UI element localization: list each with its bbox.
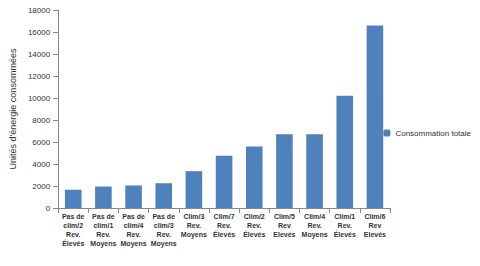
svg-text:Rev.: Rev. (126, 231, 140, 238)
svg-text:18000: 18000 (28, 6, 51, 15)
svg-text:Élevés: Élevés (62, 239, 84, 247)
svg-text:Clim/5: Clim/5 (274, 213, 295, 220)
svg-text:Rev.: Rev. (157, 231, 171, 238)
svg-text:Moyens: Moyens (302, 231, 328, 239)
svg-text:clim/4: clim/4 (124, 222, 144, 229)
svg-text:10000: 10000 (28, 94, 51, 103)
svg-text:Rev: Rev (278, 222, 291, 229)
svg-text:Clim/3: Clim/3 (183, 213, 204, 220)
svg-text:8000: 8000 (32, 116, 50, 125)
svg-text:Rev.: Rev. (247, 222, 261, 229)
svg-text:Elevés: Elevés (364, 231, 386, 238)
svg-text:Élevés: Élevés (334, 230, 356, 238)
svg-text:Pas de: Pas de (122, 213, 145, 220)
svg-text:Rev.: Rev. (96, 231, 110, 238)
svg-text:Clim/7: Clim/7 (214, 213, 235, 220)
svg-text:clim/3: clim/3 (154, 222, 174, 229)
svg-text:Rev.: Rev. (307, 222, 321, 229)
svg-text:clim/1: clim/1 (93, 222, 113, 229)
svg-text:Clim/1: Clim/1 (334, 213, 355, 220)
svg-text:14000: 14000 (28, 50, 51, 59)
svg-text:12000: 12000 (28, 72, 51, 81)
svg-text:Rev.: Rev. (187, 222, 201, 229)
svg-text:0: 0 (46, 204, 51, 213)
svg-text:16000: 16000 (28, 28, 51, 37)
svg-text:Moyens: Moyens (181, 231, 207, 239)
svg-text:Pas de: Pas de (92, 213, 115, 220)
svg-text:Élevés: Élevés (243, 230, 265, 238)
svg-text:Moyens: Moyens (90, 240, 116, 248)
svg-text:Pas de: Pas de (152, 213, 175, 220)
svg-text:2000: 2000 (32, 182, 50, 191)
svg-text:4000: 4000 (32, 160, 50, 169)
svg-text:clim/2: clim/2 (63, 222, 83, 229)
svg-text:Rev.: Rev. (338, 222, 352, 229)
svg-text:Rev: Rev (368, 222, 381, 229)
svg-text:Consommation totale: Consommation totale (395, 129, 471, 138)
svg-text:6000: 6000 (32, 138, 50, 147)
svg-text:Elevés: Elevés (273, 231, 295, 238)
svg-text:Moyens: Moyens (121, 240, 147, 248)
svg-text:Rev.: Rev. (217, 222, 231, 229)
svg-text:Unités d'énergie consommées: Unités d'énergie consommées (8, 48, 18, 169)
svg-text:Clim/6: Clim/6 (364, 213, 385, 220)
svg-text:Clim/2: Clim/2 (244, 213, 265, 220)
svg-text:Moyens: Moyens (151, 240, 177, 248)
svg-text:Pas de: Pas de (62, 213, 85, 220)
svg-text:Élevés: Élevés (213, 230, 235, 238)
svg-text:Rev.: Rev. (66, 231, 80, 238)
svg-text:Clim/4: Clim/4 (304, 213, 325, 220)
